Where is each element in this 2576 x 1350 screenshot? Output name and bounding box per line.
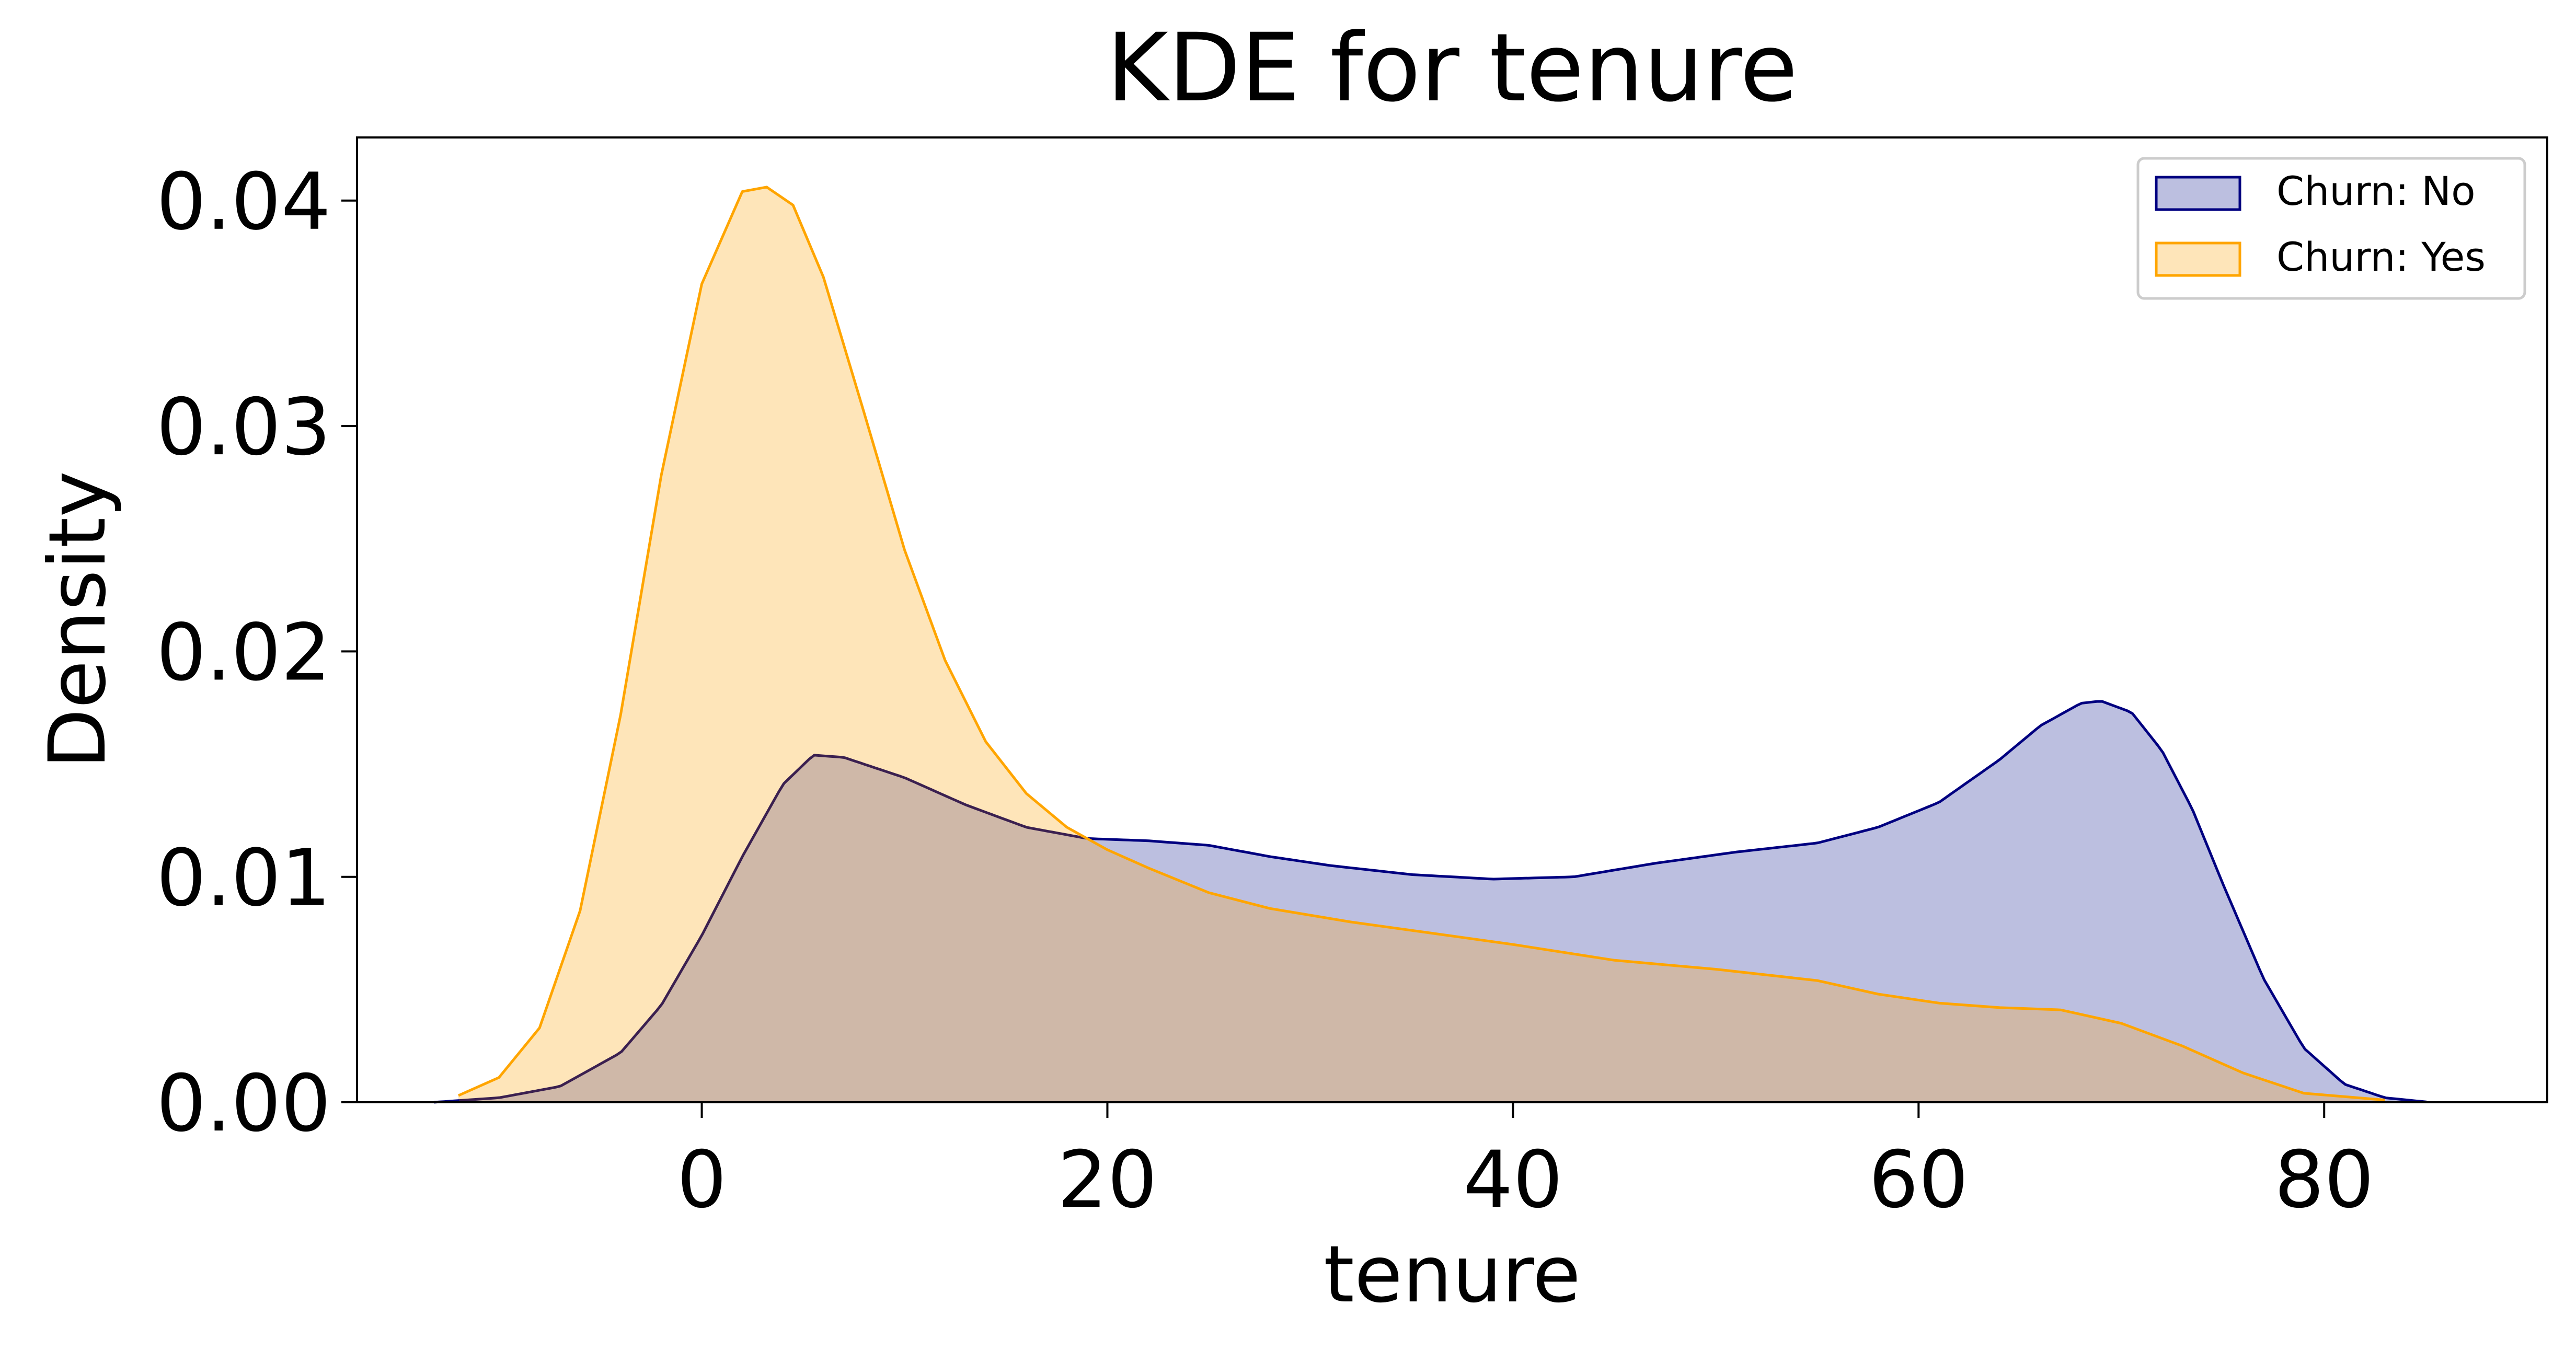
y-tick-label: 0.02	[156, 607, 331, 698]
series-line-churn-yes	[457, 186, 2385, 1102]
x-tick-label: 60	[1869, 1135, 1969, 1226]
series-line-churn-no	[1088, 700, 2427, 1103]
y-tick-label: 0.01	[156, 833, 331, 924]
x-tick-label: 20	[1057, 1135, 1157, 1226]
legend-label-churn-yes: Churn: Yes	[2276, 234, 2486, 280]
axes-frame	[356, 136, 2548, 1103]
series-overlap-area	[458, 755, 2385, 1102]
y-tick-label: 0.03	[156, 382, 331, 473]
series-line-churn-no	[459, 754, 1088, 1102]
legend-swatch-churn-yes	[2155, 241, 2241, 277]
x-tick-label: 80	[2274, 1135, 2374, 1226]
x-axis: 0 20 40 60 80	[677, 1102, 2374, 1226]
y-tick-label: 0.00	[156, 1058, 331, 1149]
y-axis: 0.00 0.01 0.02 0.03 0.04	[156, 157, 357, 1149]
x-tick-label: 0	[677, 1135, 727, 1226]
legend-swatch-churn-no	[2155, 176, 2241, 211]
legend-label-churn-no: Churn: No	[2276, 168, 2476, 214]
x-tick-label: 40	[1463, 1135, 1563, 1226]
legend: Churn: No Churn: Yes	[2136, 157, 2526, 300]
x-axis-label: tenure	[1324, 1229, 1581, 1320]
y-axis-label: Density	[32, 471, 123, 769]
plot-area	[434, 186, 2430, 1104]
y-tick-label: 0.04	[156, 157, 331, 248]
chart-title: KDE for tenure	[1107, 14, 1798, 123]
